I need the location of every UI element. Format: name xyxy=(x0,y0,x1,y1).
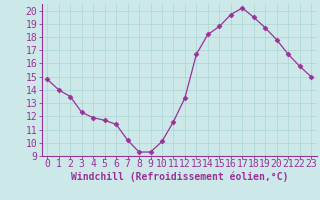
X-axis label: Windchill (Refroidissement éolien,°C): Windchill (Refroidissement éolien,°C) xyxy=(70,172,288,182)
